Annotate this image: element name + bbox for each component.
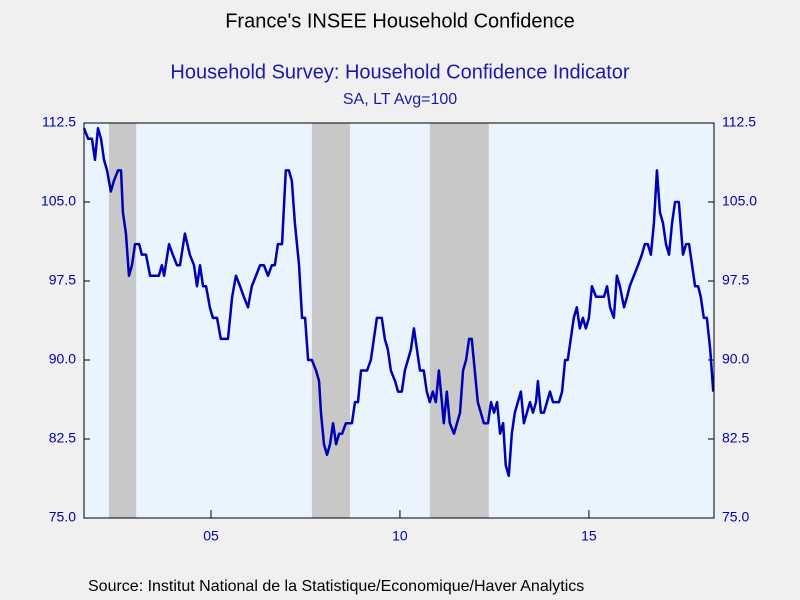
chart-subtitle: Household Survey: Household Confidence I…: [170, 61, 630, 83]
x-tick-label: 15: [581, 528, 597, 544]
y-tick-label: 105.0: [41, 193, 76, 209]
x-tick-label: 10: [392, 528, 408, 544]
source-note: Source: Institut National de la Statisti…: [88, 578, 584, 595]
data-line: [82, 127, 715, 478]
y-tick-label: 82.5: [49, 430, 76, 446]
y-tick-label: 97.5: [49, 272, 76, 288]
plot-frame: [83, 122, 715, 519]
y2-tick-label: 90.0: [722, 351, 749, 367]
chart-title: France's INSEE Household Confidence: [225, 10, 575, 32]
units-label: SA, LT Avg=100: [343, 91, 457, 108]
y-tick-label: 112.5: [42, 114, 76, 130]
y-tick-label: 75.0: [49, 509, 76, 525]
y2-tick-label: 112.5: [722, 114, 756, 130]
x-tick-label: 05: [203, 528, 219, 544]
y2-tick-label: 97.5: [722, 272, 749, 288]
y2-tick-label: 82.5: [722, 430, 749, 446]
y-tick-label: 90.0: [49, 351, 76, 367]
recession-shade: [311, 123, 351, 518]
recession-shade: [429, 123, 489, 518]
y2-tick-label: 75.0: [722, 509, 749, 525]
plot-area: [84, 123, 714, 518]
y2-tick-label: 105.0: [722, 193, 757, 209]
